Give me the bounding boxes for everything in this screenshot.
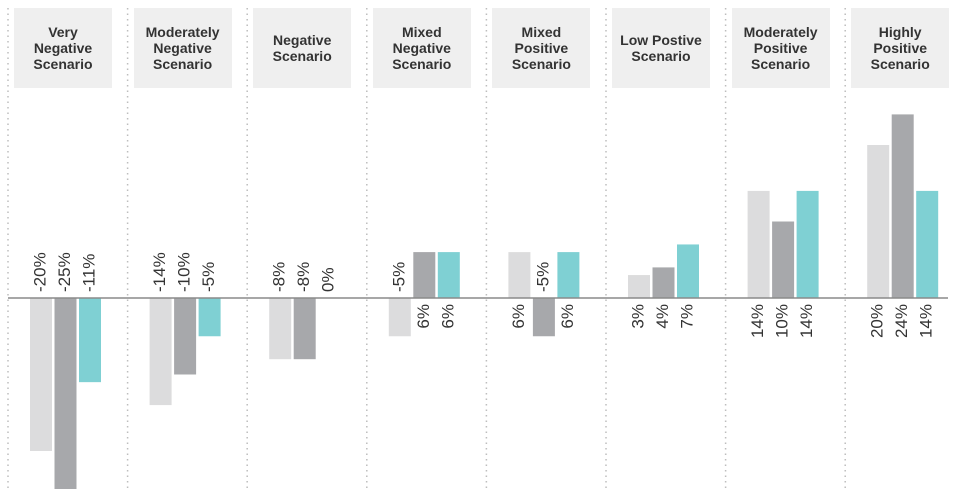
data-label: 3% (628, 304, 647, 329)
data-label: 0% (319, 267, 338, 292)
bar (198, 298, 221, 337)
bar (557, 252, 580, 298)
data-label: 6% (414, 304, 433, 329)
data-label: -25% (55, 252, 74, 292)
bar (437, 252, 460, 298)
data-label: -5% (533, 262, 552, 292)
bar (79, 298, 101, 383)
data-label: -10% (175, 252, 194, 292)
data-label: 6% (438, 304, 457, 329)
bar (677, 244, 699, 298)
bar (293, 298, 316, 360)
data-label: 14% (917, 304, 936, 338)
category-header: Very Negative Scenario (14, 8, 112, 88)
category-header: Highly Positive Scenario (851, 8, 950, 88)
data-label: 7% (677, 304, 696, 329)
bar (388, 298, 411, 337)
data-label: -14% (150, 252, 169, 292)
bar (149, 298, 172, 406)
data-label: -5% (389, 262, 408, 292)
bar (867, 145, 890, 298)
data-label: 6% (509, 304, 528, 329)
category-header: Negative Scenario (253, 8, 352, 88)
bar (796, 190, 819, 298)
data-label: 20% (868, 304, 887, 338)
data-label: -5% (199, 262, 218, 292)
data-label: 10% (773, 304, 792, 338)
bar (747, 190, 770, 298)
bar (508, 252, 531, 298)
bar (174, 298, 197, 375)
bar (413, 252, 436, 298)
data-label: 14% (797, 304, 816, 338)
bar (269, 298, 292, 360)
category-header: Low Postive Scenario (612, 8, 710, 88)
bar (652, 267, 675, 298)
bar (628, 275, 650, 298)
data-label: -8% (270, 262, 289, 292)
category-header: Moderately Negative Scenario (133, 8, 232, 88)
bar (532, 298, 555, 337)
category-header: Mixed Positive Scenario (492, 8, 591, 88)
category-header: Moderately Positive Scenario (731, 8, 830, 88)
bar (54, 298, 77, 489)
bar (891, 114, 914, 299)
category-header: Mixed Negative Scenario (372, 8, 471, 88)
data-label: 4% (653, 304, 672, 329)
bar (916, 190, 939, 298)
data-label: -8% (294, 262, 313, 292)
data-label: 14% (748, 304, 767, 338)
bar (772, 221, 795, 298)
data-label: 24% (892, 304, 911, 338)
bar (30, 298, 52, 451)
data-label: -11% (79, 254, 98, 292)
data-label: 6% (558, 304, 577, 329)
data-label: -20% (30, 252, 49, 292)
